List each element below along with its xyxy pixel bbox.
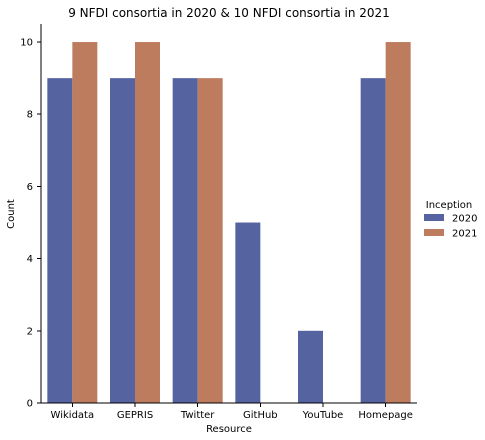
bar-github-2020 bbox=[235, 222, 261, 403]
chart-title: 9 NFDI consortia in 2020 & 10 NFDI conso… bbox=[68, 6, 390, 20]
x-tick-label-wikidata: Wikidata bbox=[51, 410, 95, 421]
legend-title: Inception bbox=[426, 200, 472, 211]
legend-label-2020: 2020 bbox=[452, 214, 477, 225]
y-tick-label-10: 10 bbox=[20, 38, 33, 49]
bar-gepris-2021 bbox=[135, 42, 160, 404]
y-tick-label-4: 4 bbox=[27, 254, 33, 265]
x-tick-label-youtube: YouTube bbox=[302, 410, 344, 421]
legend-swatch-2020 bbox=[424, 214, 444, 221]
bar-wikidata-2021 bbox=[72, 42, 98, 404]
bar-youtube-2020 bbox=[298, 330, 323, 403]
x-ticks-layer: Wikidata GEPRIS Twitter GitHub YouTube Homepa… bbox=[51, 403, 413, 421]
legend-items: 2020 2021 bbox=[424, 214, 477, 240]
bar-homepage-2021 bbox=[385, 42, 411, 404]
y-tick-label-6: 6 bbox=[27, 182, 33, 193]
y-tick-label-8: 8 bbox=[27, 110, 33, 121]
bar-gepris-2020 bbox=[110, 78, 135, 404]
x-tick-label-twitter: Twitter bbox=[180, 410, 215, 421]
x-tick-label-github: GitHub bbox=[243, 410, 278, 421]
y-tick-label-2: 2 bbox=[27, 326, 33, 337]
bar-wikidata-2020 bbox=[47, 78, 73, 404]
x-tick-label-gepris: GEPRIS bbox=[117, 410, 153, 421]
legend-swatch-2021 bbox=[424, 229, 444, 236]
legend-label-2021: 2021 bbox=[452, 229, 477, 240]
y-ticks-layer: 0 2 4 6 8 10 bbox=[20, 38, 41, 410]
x-tick-label-homepage: Homepage bbox=[358, 410, 413, 421]
bar-homepage-2020 bbox=[360, 78, 386, 404]
legend: Inception 2020 2021 bbox=[424, 200, 477, 240]
y-axis-label: Count bbox=[6, 199, 17, 229]
x-axis-label: Resource bbox=[206, 424, 252, 435]
bar-twitter-2021 bbox=[197, 78, 223, 404]
bars-layer bbox=[47, 42, 411, 404]
y-tick-label-0: 0 bbox=[27, 399, 33, 410]
bar-twitter-2020 bbox=[172, 78, 198, 404]
